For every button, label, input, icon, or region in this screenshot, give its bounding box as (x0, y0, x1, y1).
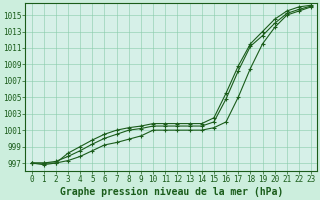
X-axis label: Graphe pression niveau de la mer (hPa): Graphe pression niveau de la mer (hPa) (60, 187, 283, 197)
